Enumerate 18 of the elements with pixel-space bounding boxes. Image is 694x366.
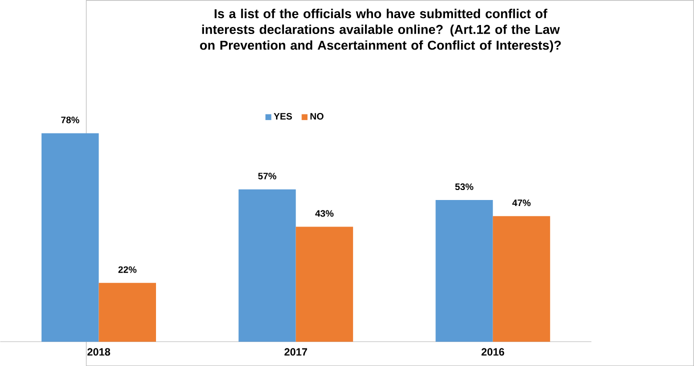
data-label: 22%: [118, 266, 136, 273]
bar: [296, 226, 354, 342]
x-tick-label: 2017: [284, 348, 308, 356]
bar: [492, 216, 550, 342]
data-label: 47%: [512, 199, 531, 206]
bar: [42, 133, 99, 342]
x-tick-label: 2016: [482, 348, 504, 356]
x-tick-label: 2018: [87, 348, 110, 356]
data-label: 78%: [61, 116, 80, 124]
chart-title: Is a list of the officials who have submitted conflict of interests declarations available online? (Art.12 of the Law on Prevention and Ascertainment of Conflict of Interests)?: [200, 8, 561, 52]
data-label: 43%: [315, 210, 334, 217]
bar: [98, 282, 156, 342]
data-label: 57%: [258, 172, 276, 180]
legend-label: YES: [274, 112, 292, 120]
legend-label: NO: [310, 112, 324, 120]
bar: [238, 189, 296, 342]
data-label: 53%: [455, 183, 474, 190]
bar: [436, 200, 493, 342]
